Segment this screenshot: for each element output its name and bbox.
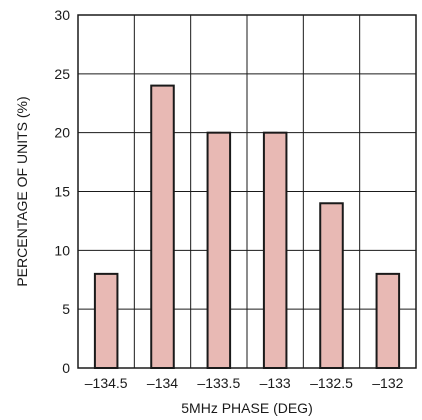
bar [93, 272, 119, 369]
y-tick-labels: 0 5 10 15 20 25 30 [54, 7, 70, 376]
gridlines [78, 15, 416, 368]
y-tick-label: 15 [54, 184, 70, 200]
x-tick-label: –133 [260, 375, 291, 391]
bar [150, 84, 175, 369]
y-tick-label: 5 [62, 301, 70, 317]
x-tick-label: –134 [147, 375, 178, 391]
x-tick-label: –132.5 [310, 375, 353, 391]
y-tick-label: 30 [54, 7, 70, 23]
y-tick-label: 20 [54, 125, 70, 141]
x-tick-labels: –134.5 –134 –133.5 –133 –132.5 –132 [85, 375, 404, 391]
plot-frame [77, 14, 417, 369]
y-tick-label: 25 [54, 66, 70, 82]
x-tick-label: –132 [372, 375, 403, 391]
y-axis-label: PERCENTAGE OF UNITS (%) [14, 96, 30, 286]
bars [93, 84, 401, 369]
y-tick-label: 0 [62, 360, 70, 376]
bar [375, 272, 401, 369]
bar [319, 202, 344, 369]
x-tick-label: –133.5 [197, 375, 240, 391]
x-axis-label: 5MHz PHASE (DEG) [181, 400, 312, 416]
x-tick-label: –134.5 [85, 375, 128, 391]
y-tick-label: 10 [54, 242, 70, 258]
bar [262, 131, 288, 369]
bar [206, 131, 232, 369]
